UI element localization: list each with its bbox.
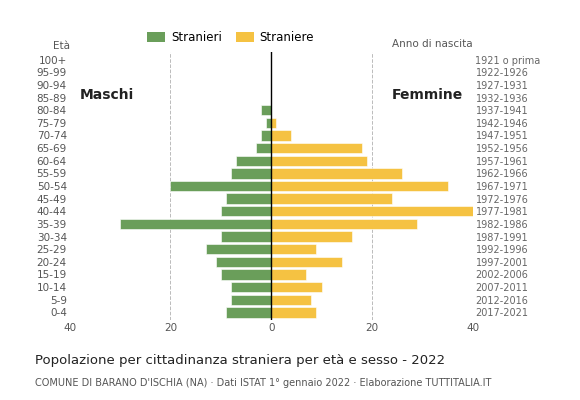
Bar	[120, 219, 271, 229]
Text: Anno di nascita: Anno di nascita	[392, 39, 473, 49]
Bar	[271, 130, 291, 141]
Bar	[271, 244, 317, 254]
Bar	[171, 181, 271, 191]
Bar	[266, 118, 271, 128]
Text: Maschi: Maschi	[79, 88, 134, 102]
Bar	[271, 206, 473, 216]
Bar	[271, 181, 448, 191]
Text: Femmine: Femmine	[392, 88, 463, 102]
Bar	[271, 307, 317, 318]
Bar	[216, 257, 271, 267]
Bar	[271, 118, 276, 128]
Text: Popolazione per cittadinanza straniera per età e sesso - 2022: Popolazione per cittadinanza straniera p…	[35, 354, 445, 367]
Bar	[221, 231, 271, 242]
Bar	[271, 231, 351, 242]
Bar	[231, 168, 271, 178]
Bar	[271, 194, 392, 204]
Bar	[271, 294, 311, 305]
Bar	[271, 156, 367, 166]
Bar	[271, 168, 402, 178]
Bar	[206, 244, 271, 254]
Bar	[221, 269, 271, 280]
Text: Età: Età	[53, 41, 70, 51]
Bar	[226, 307, 271, 318]
Bar	[221, 206, 271, 216]
Bar	[271, 282, 321, 292]
Bar	[226, 194, 271, 204]
Bar	[261, 130, 271, 141]
Bar	[271, 143, 362, 153]
Bar	[231, 294, 271, 305]
Text: COMUNE DI BARANO D'ISCHIA (NA) · Dati ISTAT 1° gennaio 2022 · Elaborazione TUTTI: COMUNE DI BARANO D'ISCHIA (NA) · Dati IS…	[35, 378, 491, 388]
Bar	[271, 219, 417, 229]
Bar	[256, 143, 271, 153]
Bar	[231, 282, 271, 292]
Legend: Stranieri, Straniere: Stranieri, Straniere	[147, 31, 314, 44]
Bar	[271, 269, 306, 280]
Bar	[271, 257, 342, 267]
Bar	[236, 156, 271, 166]
Bar	[261, 105, 271, 115]
